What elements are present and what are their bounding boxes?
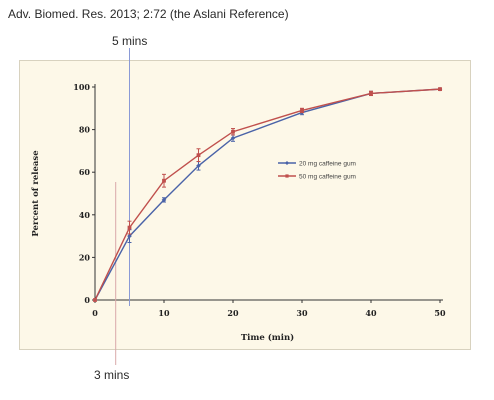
- x-tick-label: 50: [434, 308, 446, 318]
- chart-ticks: 0 20 40 60 80 100 0 10 20 30 40 50: [73, 82, 446, 318]
- y-tick-label: 100: [73, 82, 90, 92]
- series-50mg-point: [127, 225, 132, 230]
- series-20mg-point: [161, 197, 167, 203]
- chart-series: [92, 86, 443, 303]
- x-tick-label: 0: [92, 308, 98, 318]
- series-50mg-point: [231, 129, 235, 134]
- series-20mg-point: [230, 135, 236, 141]
- chart-axes: [94, 84, 443, 301]
- legend-20mg-label: 20 mg caffeine gum: [299, 160, 356, 167]
- bottom-annotation-label: 3 mins: [94, 368, 130, 382]
- chart-legend: 20 mg caffeine gum 50 mg caffeine gum: [278, 160, 356, 180]
- series-50mg-point: [162, 178, 166, 183]
- y-tick-label: 80: [79, 125, 91, 135]
- citation-header: Adv. Biomed. Res. 2013; 2:72 (the Aslani…: [8, 7, 289, 21]
- series-50mg-point: [300, 108, 304, 113]
- x-tick-label: 40: [365, 308, 377, 318]
- y-tick-label: 40: [79, 210, 91, 220]
- x-axis-label: Time (min): [241, 332, 294, 343]
- annotation-markers: [115, 48, 130, 365]
- series-20mg-point: [127, 233, 132, 239]
- y-tick-label: 0: [84, 295, 90, 305]
- series-50mg-point: [196, 153, 201, 158]
- series-50mg-point: [438, 87, 442, 92]
- series-50mg-line: [94, 88, 441, 301]
- y-tick-label: 20: [79, 252, 91, 262]
- x-tick-label: 30: [296, 308, 308, 318]
- series-50mg-point: [369, 91, 373, 96]
- series-20mg-point: [196, 163, 201, 169]
- legend-50mg-marker: [285, 174, 289, 178]
- legend-20mg-marker: [285, 161, 289, 165]
- y-axis-label: Percent of release: [31, 150, 41, 237]
- x-tick-label: 10: [158, 308, 170, 318]
- y-tick-label: 60: [79, 167, 91, 177]
- series-50mg-point: [93, 298, 97, 302]
- top-annotation-label: 5 mins: [112, 34, 148, 48]
- legend-50mg-label: 50 mg caffeine gum: [299, 173, 356, 180]
- x-tick-label: 20: [227, 308, 239, 318]
